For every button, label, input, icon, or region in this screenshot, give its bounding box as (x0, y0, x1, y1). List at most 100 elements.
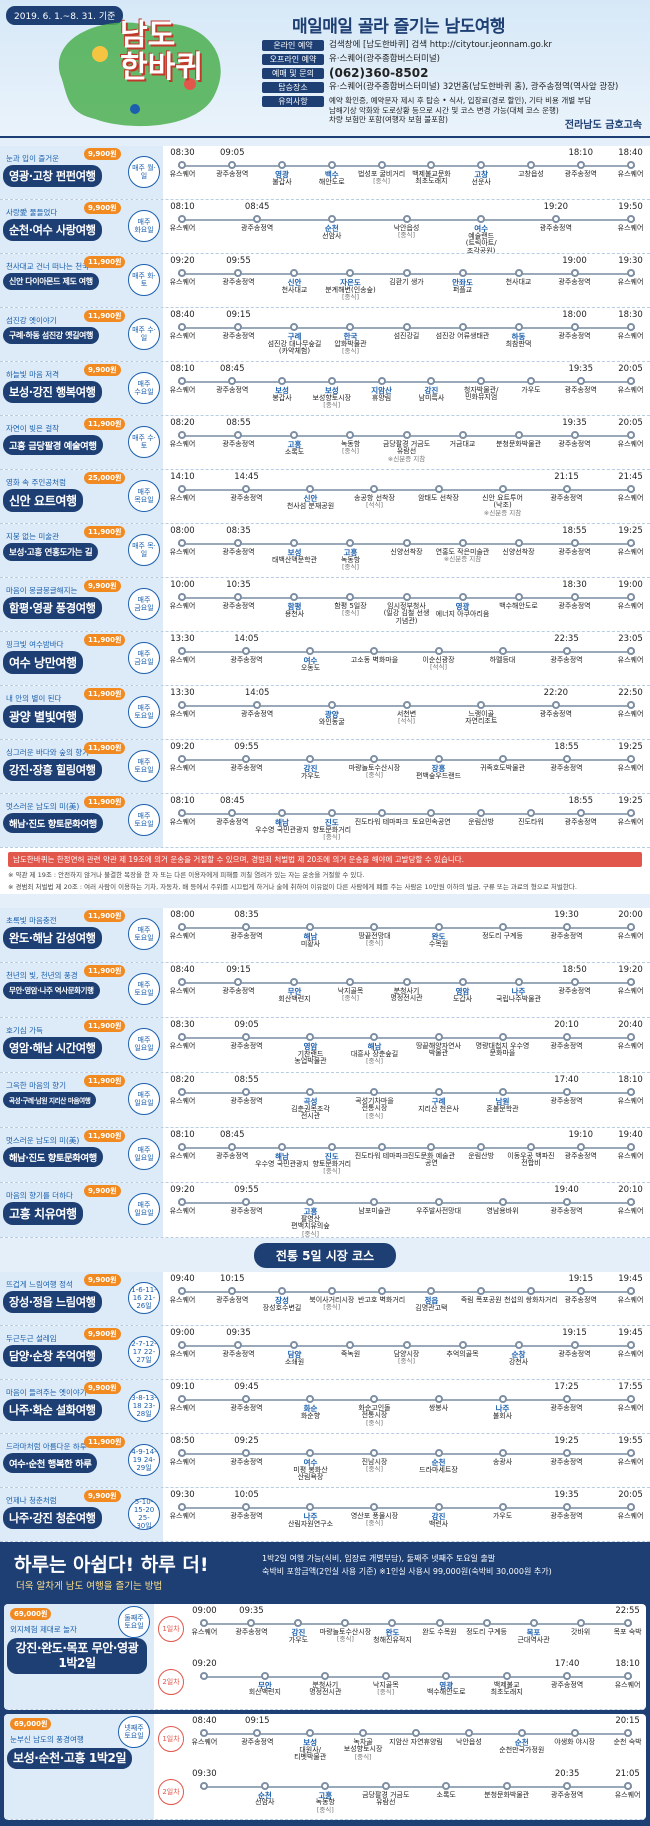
stop-time-blank (322, 581, 378, 592)
stop-region: 영광 (439, 1680, 454, 1690)
stop-name: 미황사 (300, 939, 321, 948)
stop-name: 추억의골목 (446, 1350, 479, 1358)
stop-dot (517, 1729, 526, 1737)
stop: 08:35 광주송정역 (210, 527, 266, 556)
stop-time-blank (354, 797, 410, 808)
stop-time-blank (379, 1329, 435, 1340)
stop: 19:15 광주송정역 (553, 1275, 609, 1304)
stop-dot (562, 1033, 571, 1041)
stop-dot (228, 809, 237, 817)
stop-name: 마량놀토수산시장 (348, 764, 401, 772)
stop-time: 19:20 (543, 202, 569, 212)
stop: 19:45 유스퀘어 (603, 1329, 650, 1358)
stop-region: 담양 (287, 1350, 302, 1359)
stop-note: [중식] (365, 1418, 383, 1427)
stop-dot (526, 1287, 535, 1295)
tour-title: 순천·여수 사랑여행 (3, 219, 102, 241)
stop: 정읍 김명관고택 (403, 1275, 459, 1312)
tour-days: 매주 일요일 (128, 1138, 160, 1170)
stop: 14:05 광주송정역 (218, 635, 274, 664)
stop-time: 18:55 (568, 796, 593, 806)
stop: 19:25 광주송정역 (539, 1437, 595, 1466)
stop: 금당팔경 거금도 유람선 ※신분증 지참 (379, 419, 435, 463)
stop-name: 낙안읍성 (393, 224, 420, 232)
stop-time: 22:35 (554, 634, 579, 644)
stop-name: 이순신광장 (422, 656, 455, 664)
stop-time-blank (254, 365, 310, 376)
stop-region: 무안 (257, 1680, 272, 1690)
stop-time-blank (491, 1329, 547, 1340)
stop-time-blank (435, 311, 491, 322)
stop-dot (290, 323, 299, 331)
stop-time: 17:25 (554, 1382, 579, 1392)
stop-dot (370, 1395, 379, 1403)
timeline: 09:00 유스퀘어 09:35 광주송정역 강진 가우도 마량놀토수산시장 [중식] 완도 청해… (186, 1604, 646, 1657)
stop-name: 최참판댁 (505, 339, 532, 348)
stop: 강진 가우도 (282, 743, 338, 780)
stop-time: 08:35 (226, 526, 251, 536)
stop-note: [중식] (341, 447, 359, 456)
stop-name: 광주송정역 (539, 224, 572, 232)
stop: 09:15 광주송정역 (210, 966, 266, 995)
stop-dot (482, 1619, 491, 1627)
stop-dot (178, 377, 187, 385)
stop-name: 곡성기차마을 전통시장 (355, 1097, 394, 1113)
stop: 08:00 유스퀘어 (154, 527, 210, 556)
stop-dot (242, 1449, 251, 1457)
stop-dot (228, 1287, 237, 1295)
stop: 22:20 광주송정역 (528, 689, 584, 718)
stop-dot (178, 1033, 187, 1041)
stop-note: [중식] (373, 177, 391, 186)
stop-name: 느랭이골 자연리조트 (465, 710, 498, 726)
stop-time-blank (475, 1491, 531, 1502)
stop-name: 백제불교 최초도래지 (490, 1680, 523, 1696)
tour-card: 지붕 없는 미술관 보성·고흥 연홍도가는 길 11,900원 매주 목·일 (0, 524, 163, 577)
stop-time-blank (254, 797, 310, 808)
stop-time: 21:45 (618, 472, 643, 482)
stop-dot (427, 1143, 436, 1151)
stop-name: 청해진유적지 (373, 1635, 412, 1644)
stop-region: 목포 (526, 1628, 541, 1637)
stop: 순천 선암사 (237, 1770, 293, 1807)
stop-dot (178, 1088, 187, 1096)
stop-name: 천사대교 (505, 278, 532, 286)
stop: 암태도 선착장 (411, 473, 467, 502)
stop-time: 08:40 (192, 1716, 217, 1726)
stop-time: 08:30 (170, 1020, 195, 1030)
stop-dot (464, 1729, 473, 1737)
stop-time-blank (491, 581, 547, 592)
timeline: 09:00 유스퀘어 09:35 광주송정역 담양 소쇄원 죽녹원 담양시장 [중식] 추억의골목… (163, 1326, 650, 1379)
stop: 09:35 광주송정역 (223, 1607, 279, 1636)
stop-dot (626, 323, 635, 331)
stop-time-blank (379, 689, 435, 700)
stop-note: [중식] (397, 231, 416, 240)
stop-time: 08:45 (244, 202, 270, 212)
stop-note: [중식] (365, 1519, 383, 1528)
stop: 10:05 광주송정역 (218, 1491, 274, 1520)
stop: 해남 우수영 국민관광지 (254, 797, 310, 834)
stop-time-blank (379, 527, 435, 538)
weekend-tours: 초록빛 마음충전 완도·해남 감성여행 11,900원 매주 토요일 08:00 유스퀘어… (0, 908, 650, 1238)
stop-time: 08:35 (234, 910, 259, 920)
stop-name: 죽녹원 (340, 1350, 361, 1358)
tour-title: 신안 다이아몬드 제도 여행 (3, 273, 99, 290)
tour-title: 강진·장흥 힐링여행 (3, 759, 102, 781)
stop-region: 안좌도 (452, 278, 473, 287)
stop-name: 유스퀘어 (169, 224, 196, 232)
stop-note: ※신분증 지참 (483, 508, 522, 517)
timeline: 08:20 유스퀘어 08:55 광주송정역 고흥 소록도 녹동항 [중식] 금당팔경 거금도 … (163, 416, 650, 469)
stop-time: 13:30 (170, 634, 195, 644)
stop-name: 봉갑사 (272, 393, 292, 402)
stop-dot (458, 323, 467, 331)
tour-row: 천사대교 건너 떠나는 천국 신안 다이아몬드 제도 여행 11,900원 매주 화·… (0, 254, 650, 308)
stop: 고창 선운사 (453, 149, 509, 186)
stop-dot (434, 1033, 443, 1041)
stop: 정도리 구계등 (459, 1607, 515, 1636)
stop-name: 유스퀘어 (169, 1152, 196, 1160)
stop-name: 광주송정역 (550, 1207, 583, 1215)
stop-dot (514, 431, 523, 439)
stop-note: [중식] (365, 771, 383, 780)
stop-dot (178, 485, 187, 493)
stop-dot (498, 755, 507, 763)
